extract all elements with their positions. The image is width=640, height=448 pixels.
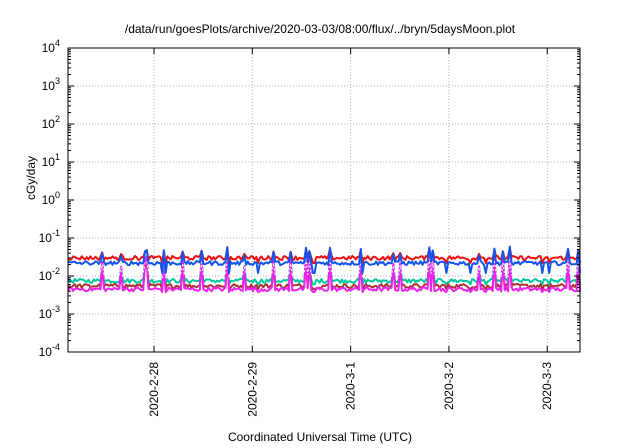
series-line bbox=[67, 245, 581, 274]
series-line bbox=[67, 257, 581, 279]
y-tick-label: 10-4 bbox=[39, 342, 60, 359]
x-tick-label: 2020-2-28 bbox=[147, 362, 161, 417]
x-axis: 2020-2-28 2020-2-29 2020-3-1 2020-3-2 2020-3… bbox=[147, 48, 554, 417]
grid bbox=[68, 48, 580, 352]
series-line bbox=[67, 250, 581, 293]
y-tick-label: 100 bbox=[42, 190, 60, 207]
x-tick-label: 2020-2-29 bbox=[245, 362, 259, 417]
y-tick-label: 10-2 bbox=[39, 266, 60, 283]
y-tick-label: 101 bbox=[42, 152, 60, 169]
x-tick-label: 2020-3-1 bbox=[344, 362, 358, 410]
series-group bbox=[67, 245, 581, 293]
x-axis-label: Coordinated Universal Time (UTC) bbox=[227, 430, 413, 444]
y-axis: 10-4 10-3 10-2 10-1 100 101 102 103 104 bbox=[39, 38, 580, 359]
y-tick-label: 10-3 bbox=[39, 304, 60, 321]
x-tick-label: 2020-3-3 bbox=[540, 362, 554, 410]
chart-title: /data/run/goesPlots/archive/2020-03-03/0… bbox=[124, 22, 516, 36]
y-tick-label: 10-1 bbox=[39, 228, 60, 245]
y-tick-label: 103 bbox=[42, 76, 60, 93]
y-axis-label: cGy/day bbox=[24, 155, 38, 200]
x-tick-label: 2020-3-2 bbox=[442, 362, 456, 410]
y-tick-label: 102 bbox=[42, 114, 60, 131]
y-tick-label: 104 bbox=[42, 38, 60, 55]
